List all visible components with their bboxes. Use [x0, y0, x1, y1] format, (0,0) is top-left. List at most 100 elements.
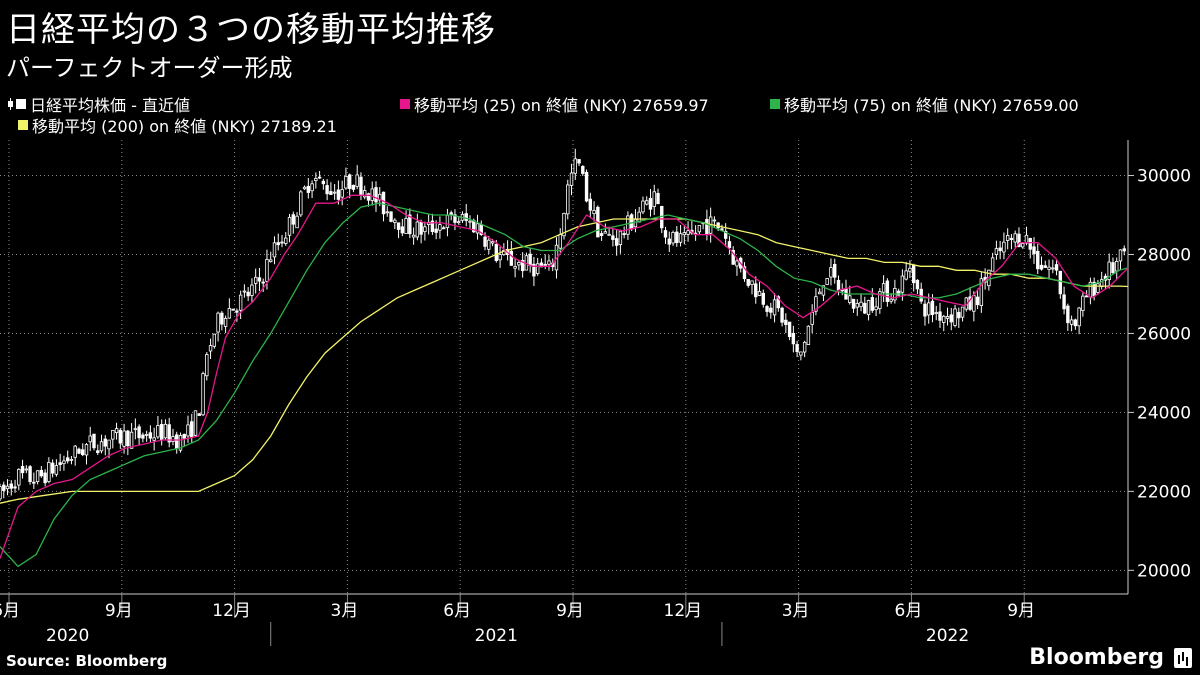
candle-body — [265, 259, 269, 282]
candle-body — [517, 262, 521, 266]
candle-body — [242, 290, 247, 293]
candle-body — [645, 200, 649, 205]
candle-body — [441, 227, 446, 230]
candle-body — [415, 221, 420, 238]
candle-body — [855, 303, 859, 308]
candle-body — [573, 158, 577, 174]
candle-body — [656, 192, 660, 205]
candle-body — [825, 277, 829, 285]
candle-body — [287, 216, 292, 236]
candle-body — [457, 221, 461, 224]
candle-body — [325, 185, 329, 195]
candle-body — [851, 298, 856, 309]
x-tick-label: 9月 — [1007, 601, 1035, 621]
candle-body — [220, 312, 224, 325]
candle-body — [675, 231, 679, 244]
candle-body — [43, 472, 47, 484]
candle-body — [735, 260, 739, 267]
candle-body — [389, 211, 393, 222]
candle-body — [558, 234, 562, 249]
legend-label-ma200: 移動平均 (200) on 終値 (NKY) 27189.21 — [32, 117, 337, 136]
candle-body — [942, 315, 946, 323]
candle-body — [1073, 319, 1078, 327]
candle-body — [904, 270, 908, 280]
candle-body — [332, 191, 337, 194]
candle-body — [588, 198, 593, 211]
price-candles — [0, 148, 1126, 502]
x-tick-label: 3月 — [331, 601, 359, 621]
candle-body — [81, 449, 85, 456]
candle-body — [2, 484, 6, 491]
candle-body — [464, 213, 468, 221]
candle-body — [449, 212, 453, 215]
candle-body — [652, 191, 656, 207]
ma75-line — [0, 202, 1129, 568]
candle-body — [129, 431, 134, 449]
candle-body — [848, 295, 852, 303]
candle-body — [994, 248, 999, 255]
candle-body — [24, 468, 29, 471]
candle-body — [385, 211, 389, 214]
candle-body — [765, 306, 769, 312]
candle-body — [212, 333, 217, 347]
candle-body — [475, 223, 480, 234]
candle-body — [122, 430, 126, 447]
legend-swatch-ma75 — [770, 99, 780, 109]
candle-body — [193, 410, 198, 436]
candle-body — [314, 178, 318, 181]
candle-body — [159, 424, 164, 441]
candle-body — [1054, 264, 1059, 271]
candle-body — [9, 483, 13, 489]
candle-body — [0, 486, 2, 500]
ma25-line — [0, 194, 1129, 559]
candle-body — [618, 230, 623, 245]
candle-body — [69, 458, 74, 461]
candle-body — [291, 214, 295, 225]
source-note: Source: Bloomberg — [6, 652, 168, 670]
candle-body — [1013, 233, 1017, 243]
gridlines — [0, 140, 1128, 594]
candle-body — [299, 191, 303, 216]
candle-body — [629, 214, 634, 230]
candle-body — [253, 276, 258, 284]
candle-body — [874, 306, 878, 311]
candle-body — [20, 466, 25, 474]
candle-body — [663, 230, 668, 238]
candle-body — [784, 319, 788, 325]
candle-body — [13, 486, 17, 489]
candle-body — [927, 302, 931, 316]
candle-body — [50, 462, 55, 474]
candle-body — [77, 448, 81, 454]
candle-body — [535, 263, 540, 274]
candle-body — [246, 291, 250, 297]
candle-body — [697, 225, 702, 233]
candle-body — [1118, 249, 1123, 262]
candle-body — [411, 234, 416, 238]
candle-body — [750, 280, 754, 285]
candle-body — [276, 242, 280, 246]
candle-body — [272, 242, 277, 258]
candle-body — [92, 433, 96, 449]
ma200-line — [0, 218, 1129, 504]
candle-body — [114, 428, 119, 433]
candle-body — [810, 312, 814, 325]
candle-body — [355, 174, 359, 187]
candle-body — [434, 228, 438, 233]
candle-body — [483, 236, 487, 247]
candle-body — [1032, 246, 1036, 255]
candle-body — [1051, 267, 1055, 270]
candle-body — [58, 462, 62, 465]
candle-body — [1096, 283, 1100, 293]
candle-body — [223, 318, 228, 327]
candle-body — [908, 267, 912, 272]
candle-body — [509, 250, 514, 266]
candle-body — [603, 231, 608, 234]
candle-body — [562, 212, 566, 237]
candle-body — [814, 296, 818, 312]
x-tick-label: 6月 — [443, 601, 471, 621]
candle-body — [581, 165, 585, 174]
candle-body — [791, 332, 796, 345]
candle-body — [731, 249, 735, 265]
candle-body — [1039, 264, 1044, 270]
candle-body — [870, 297, 875, 311]
